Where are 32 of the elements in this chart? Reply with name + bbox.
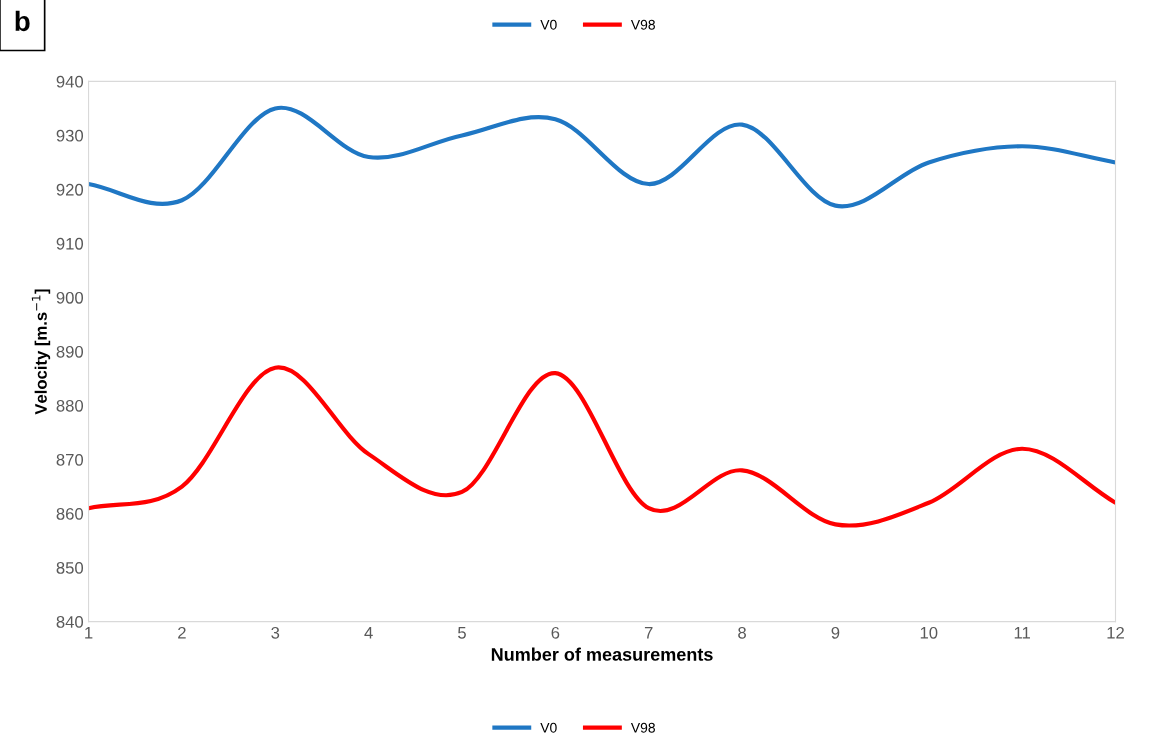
y-tick-label: 840	[56, 616, 84, 628]
y-tick-label: 860	[56, 507, 84, 520]
x-tick-label: 6	[551, 626, 560, 639]
y-tick-label: 940	[56, 75, 84, 88]
x-tick-label: 3	[271, 626, 280, 639]
x-tick-label: 8	[738, 626, 746, 639]
y-tick-label: 880	[56, 399, 84, 412]
x-tick-label: 11	[1014, 627, 1030, 639]
x-tick-label: 1	[85, 627, 93, 639]
x-tick-label: 2	[178, 626, 186, 639]
y-tick-label: 910	[56, 237, 84, 250]
text: b	[15, 10, 30, 32]
x-tick-label: 12	[1107, 626, 1124, 639]
line-series	[88, 365, 1116, 528]
x-tick-label: 4	[364, 627, 373, 639]
y-tick-label: 890	[56, 345, 84, 358]
line-series	[88, 105, 1116, 209]
y-axis-title: Velocity [m.s$^{−1}$]	[31, 289, 51, 415]
y-tick-label: 850	[56, 561, 84, 574]
text: V98	[630, 19, 655, 30]
y-tick-label: 930	[56, 129, 84, 142]
legend-label: V98	[630, 722, 655, 733]
x-tick-label: 5	[458, 627, 466, 639]
x-tick-label: 9	[831, 626, 840, 639]
y-tick-label: 900	[56, 291, 84, 304]
legend-label: V0	[540, 19, 557, 30]
text: V0	[540, 722, 557, 733]
x-tick-label: 10	[920, 626, 938, 639]
y-tick-label: 870	[56, 453, 84, 466]
x-axis-title: Number of measurements	[491, 647, 713, 661]
y-tick-label: 920	[56, 183, 84, 196]
x-tick-label: 7	[644, 627, 653, 639]
